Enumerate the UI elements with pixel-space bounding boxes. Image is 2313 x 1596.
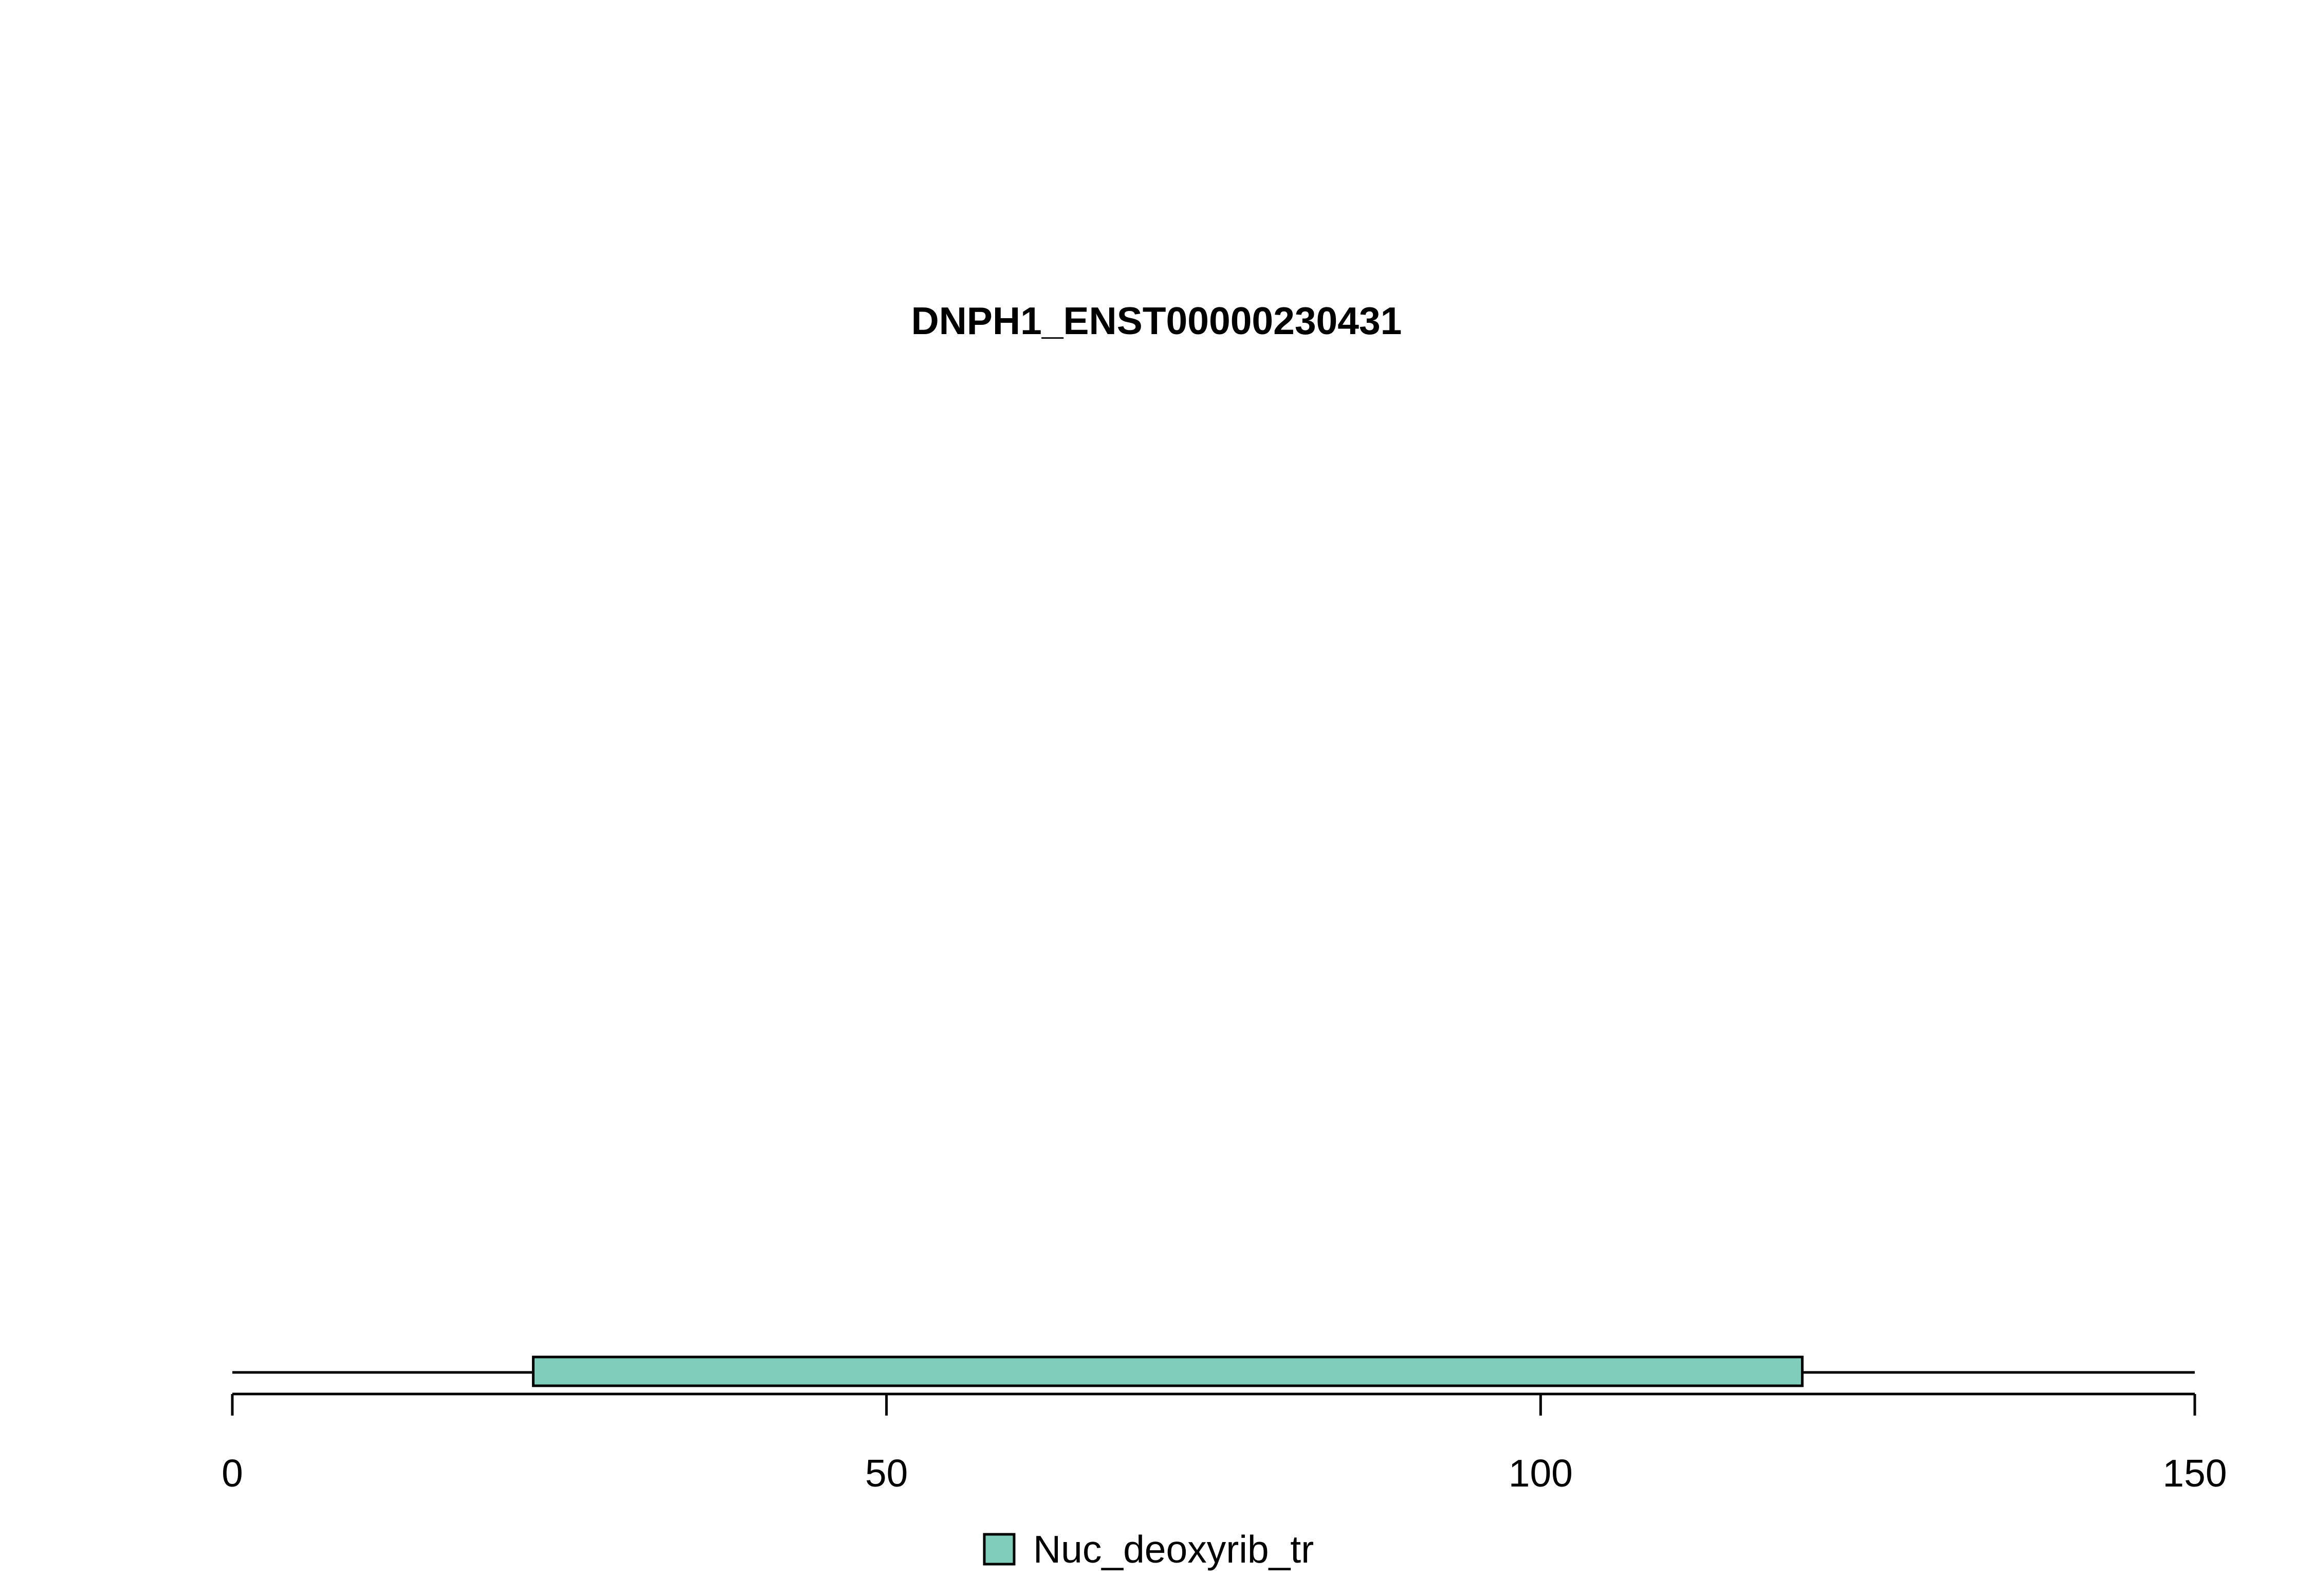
domain-nuc-deoxyrib-tr	[531, 1355, 1804, 1387]
x-axis: 0 50 100 150	[222, 1392, 2227, 1495]
domains-layer	[531, 1355, 1804, 1387]
legend: Nuc_deoxyrib_tr	[983, 1528, 1314, 1571]
x-tick-label: 150	[2162, 1452, 2227, 1495]
x-tick-label: 100	[1509, 1452, 1573, 1495]
x-tick-label: 50	[865, 1452, 908, 1495]
legend-swatch	[983, 1533, 1016, 1566]
legend-label: Nuc_deoxyrib_tr	[1033, 1528, 1314, 1571]
x-tick-label: 0	[222, 1452, 243, 1495]
chart-title: DNPH1_ENST00000230431	[911, 299, 1402, 342]
